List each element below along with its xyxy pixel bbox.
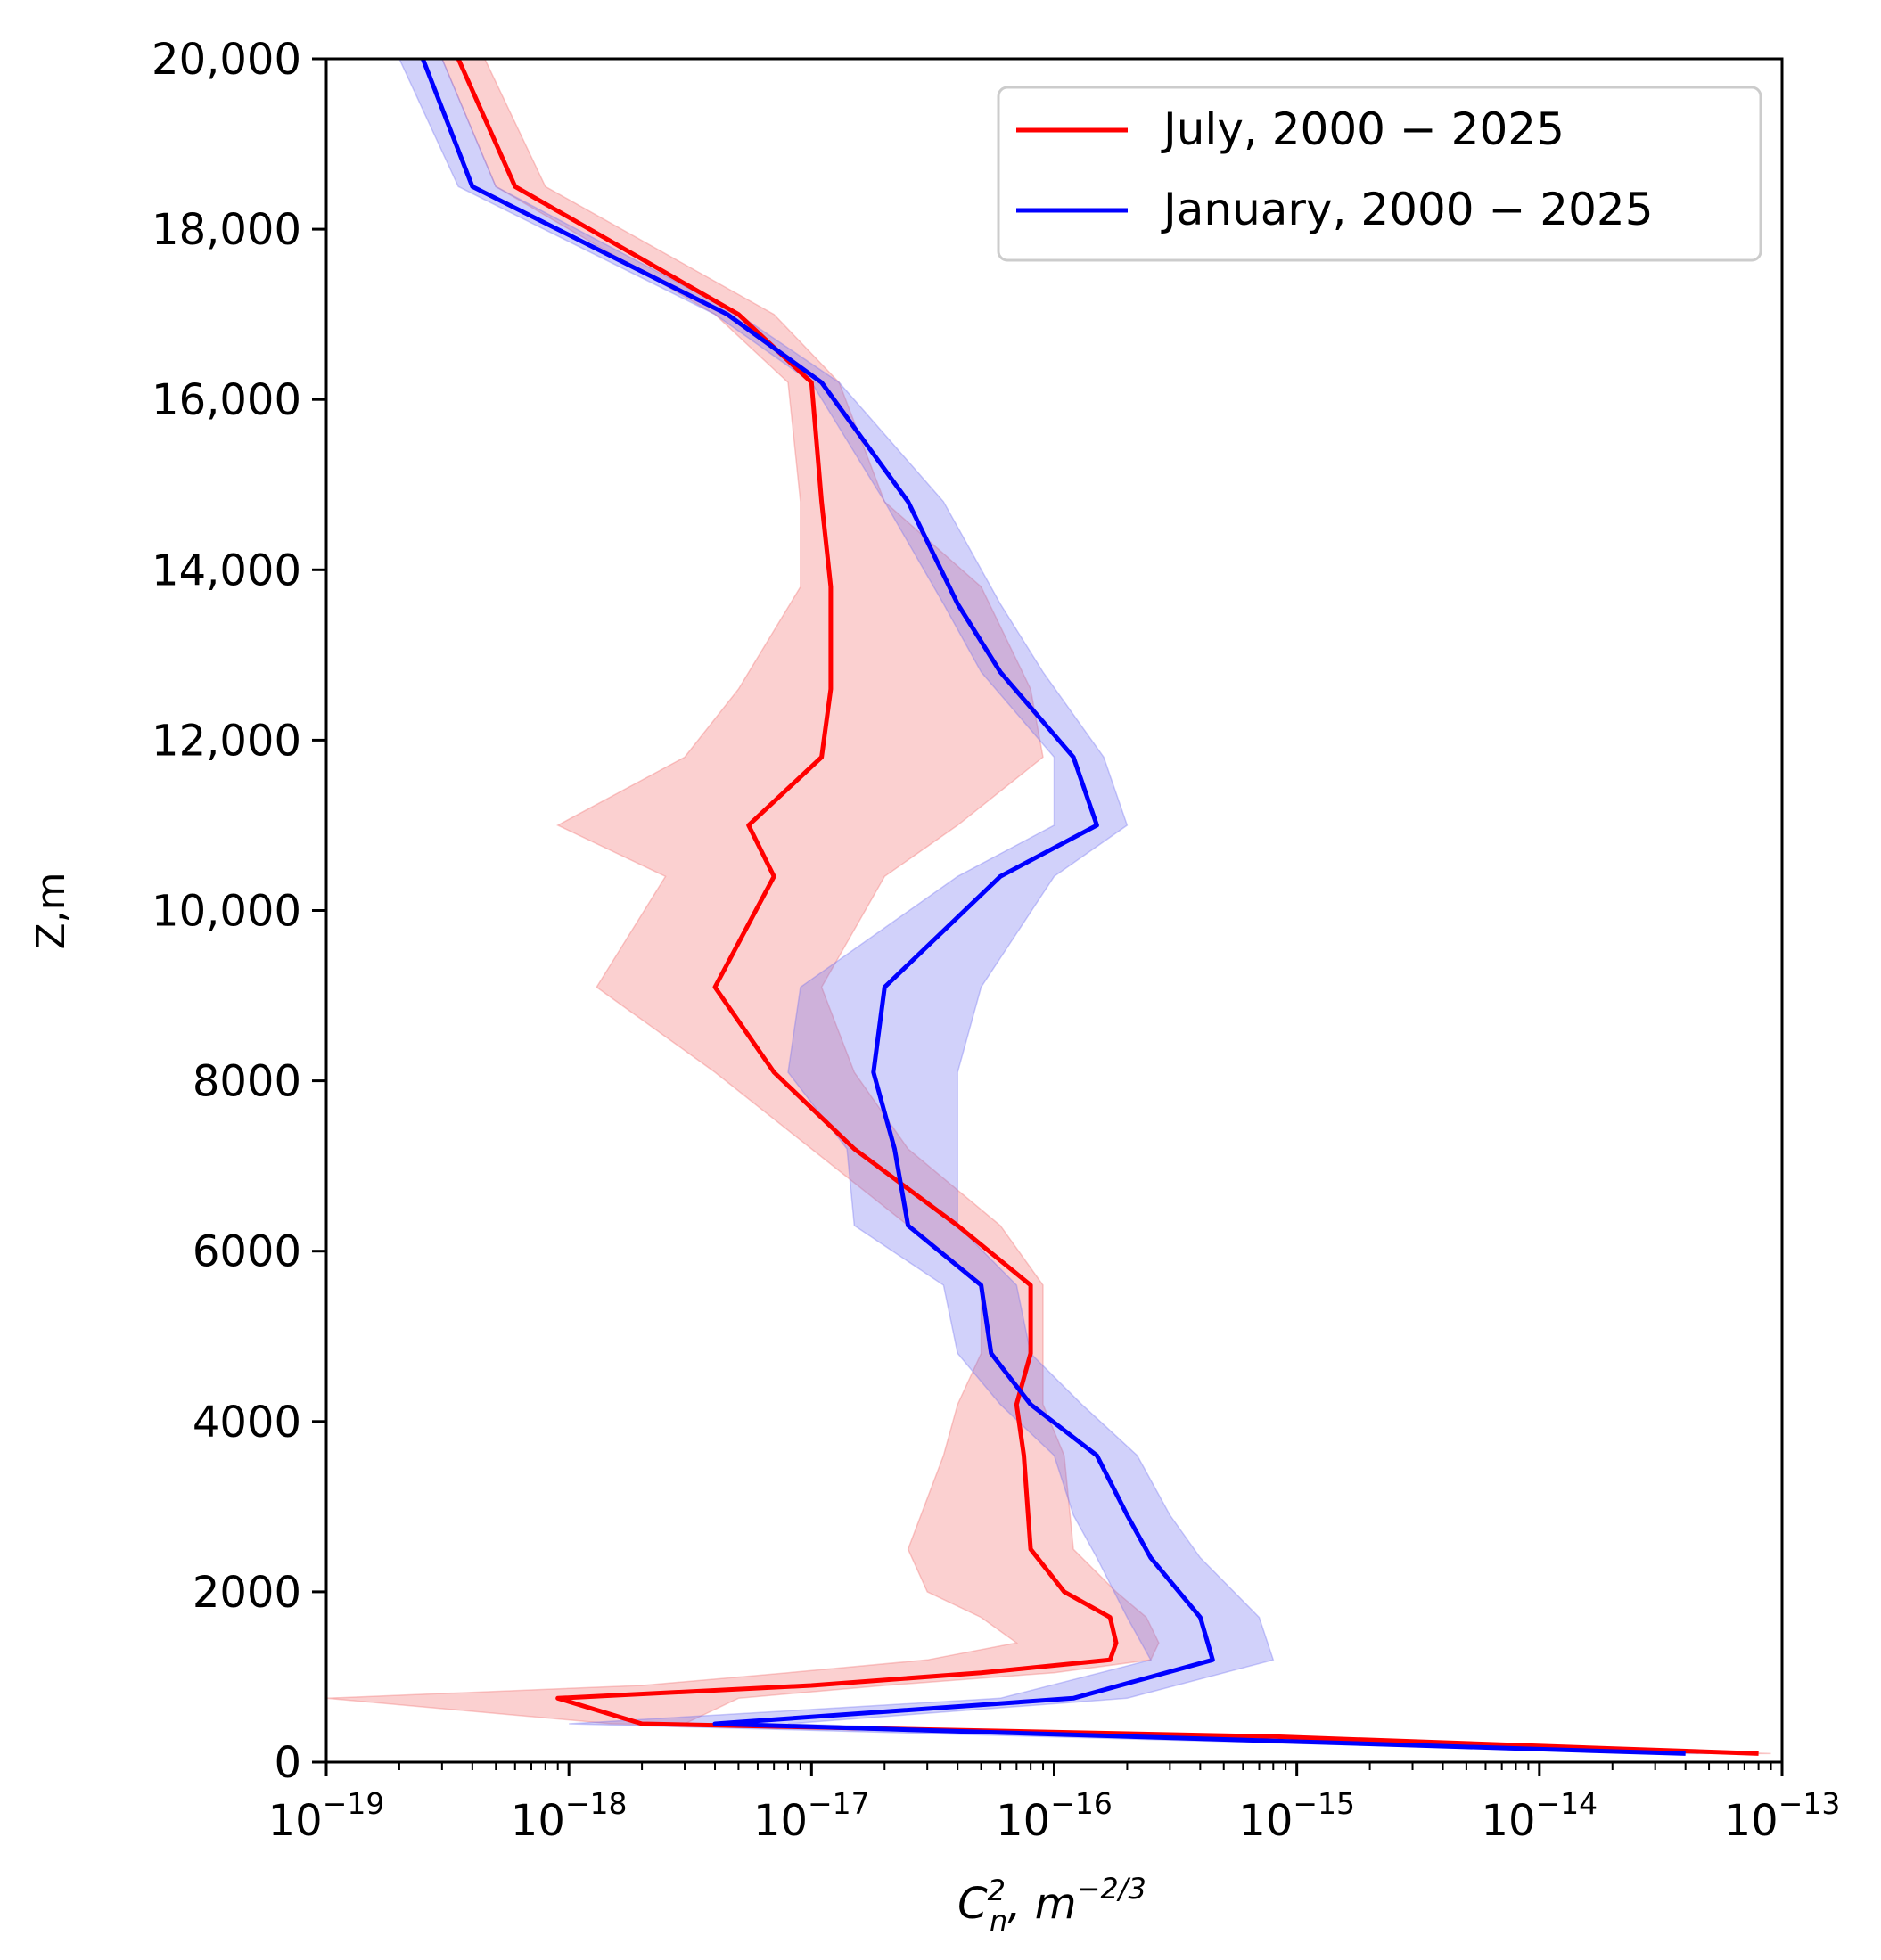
legend-box xyxy=(997,86,1762,262)
x-tick-label: 10−18 xyxy=(511,1786,628,1846)
legend-label-july: July, 2000 − 2025 xyxy=(1161,103,1565,155)
x-tick-label: 10−15 xyxy=(1238,1786,1355,1846)
y-axis-label: Z,m xyxy=(29,873,74,950)
y-tick-label: 10,000 xyxy=(152,887,301,937)
y-tick-label: 14,000 xyxy=(152,545,301,595)
plot-frame xyxy=(324,57,1784,1764)
y-tick-label: 18,000 xyxy=(152,205,301,255)
legend-label-january: January, 2000 − 2025 xyxy=(1161,184,1654,235)
x-tick-label: 10−19 xyxy=(268,1786,385,1846)
legend: July, 2000 − 2025 January, 2000 − 2025 xyxy=(997,86,1762,262)
y-tick-label: 2000 xyxy=(193,1568,301,1618)
x-tick-label: 10−13 xyxy=(1724,1786,1841,1846)
y-tick-label: 12,000 xyxy=(152,716,301,766)
series-line-july xyxy=(456,57,1759,1756)
series-lines xyxy=(420,57,1759,1756)
x-axis-label-unit-exp: −2/3 xyxy=(1077,1872,1146,1906)
y-tick-label: 20,000 xyxy=(152,35,301,85)
y-tick-label: 16,000 xyxy=(152,375,301,425)
y-tick-label: 0 xyxy=(274,1738,301,1788)
x-tick-label: 10−14 xyxy=(1481,1786,1598,1846)
x-tick-label: 10−16 xyxy=(996,1786,1113,1846)
x-axis-label-unit: , m xyxy=(1007,1879,1076,1929)
x-axis-label: C2 n, m−2/3 xyxy=(957,1872,1146,1938)
y-tick-label: 8000 xyxy=(193,1057,301,1107)
x-axis-label-sub: n xyxy=(990,1904,1007,1938)
axis-ticks: 10−19 10−18 10−17 10−16 10−15 10−14 10−13 0 2000… xyxy=(152,35,1840,1846)
series-line-january xyxy=(420,58,1686,1756)
x-axis-label-base: C xyxy=(957,1879,988,1929)
x-axis-label-sup: 2 xyxy=(988,1874,1006,1907)
x-tick-label: 10−17 xyxy=(753,1786,870,1846)
y-tick-label: 4000 xyxy=(193,1398,301,1447)
y-tick-label: 6000 xyxy=(193,1227,301,1277)
